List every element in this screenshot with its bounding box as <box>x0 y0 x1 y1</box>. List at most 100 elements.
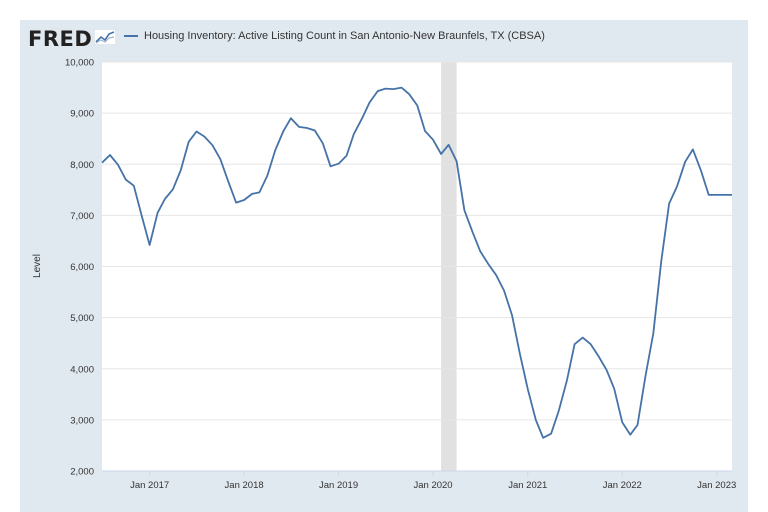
data-point[interactable] <box>344 153 349 158</box>
data-point[interactable] <box>486 261 491 266</box>
x-tick-label: Jan 2017 <box>130 480 169 491</box>
y-tick-label: 3,000 <box>70 415 94 426</box>
data-point[interactable] <box>399 85 404 90</box>
data-point[interactable] <box>265 173 270 178</box>
data-point[interactable] <box>178 168 183 173</box>
data-point[interactable] <box>202 134 207 139</box>
data-point[interactable] <box>108 153 113 158</box>
data-point[interactable] <box>604 367 609 372</box>
data-point[interactable] <box>714 192 719 197</box>
y-tick-label: 4,000 <box>70 364 94 375</box>
data-point[interactable] <box>123 177 128 182</box>
data-point[interactable] <box>620 420 625 425</box>
x-tick-label: Jan 2023 <box>697 480 736 491</box>
data-point[interactable] <box>336 161 341 166</box>
data-point[interactable] <box>667 201 672 206</box>
data-point[interactable] <box>675 184 680 189</box>
data-point[interactable] <box>100 160 105 165</box>
y-tick-label: 2,000 <box>70 467 94 478</box>
data-point[interactable] <box>328 164 333 169</box>
data-point[interactable] <box>234 200 239 205</box>
x-tick-label: Jan 2018 <box>225 480 264 491</box>
data-point[interactable] <box>218 157 223 162</box>
data-point[interactable] <box>683 159 688 164</box>
data-point[interactable] <box>407 92 412 97</box>
data-point[interactable] <box>643 373 648 378</box>
data-point[interactable] <box>612 386 617 391</box>
data-point[interactable] <box>186 139 191 144</box>
data-point[interactable] <box>454 159 459 164</box>
data-point[interactable] <box>391 87 396 92</box>
data-point[interactable] <box>210 143 215 148</box>
data-point[interactable] <box>564 378 569 383</box>
data-point[interactable] <box>423 129 428 134</box>
legend-label[interactable]: Housing Inventory: Active Listing Count … <box>144 30 545 42</box>
x-tick-label: Jan 2021 <box>508 480 547 491</box>
data-point[interactable] <box>635 423 640 428</box>
data-point[interactable] <box>116 162 121 167</box>
x-tick-label: Jan 2020 <box>414 480 453 491</box>
data-point[interactable] <box>250 191 255 196</box>
data-point[interactable] <box>525 387 530 392</box>
data-point[interactable] <box>351 132 356 137</box>
data-point[interactable] <box>155 210 160 215</box>
data-point[interactable] <box>273 148 278 153</box>
data-point[interactable] <box>549 431 554 436</box>
data-point[interactable] <box>297 124 302 129</box>
data-point[interactable] <box>470 229 475 234</box>
data-point[interactable] <box>580 335 585 340</box>
data-point[interactable] <box>706 192 711 197</box>
data-point[interactable] <box>517 351 522 356</box>
data-point[interactable] <box>730 192 735 197</box>
data-point[interactable] <box>462 208 467 213</box>
data-point[interactable] <box>415 103 420 108</box>
data-point[interactable] <box>628 432 633 437</box>
data-point[interactable] <box>359 116 364 121</box>
data-point[interactable] <box>281 129 286 134</box>
data-point[interactable] <box>533 417 538 422</box>
series-line[interactable] <box>101 86 732 439</box>
data-point[interactable] <box>147 243 152 248</box>
data-point[interactable] <box>131 183 136 188</box>
data-point[interactable] <box>305 126 310 131</box>
data-point[interactable] <box>698 168 703 173</box>
data-point[interactable] <box>572 342 577 347</box>
chart-header: FRED Housing Inventory: Active Listing C… <box>20 20 748 56</box>
data-point[interactable] <box>431 137 436 142</box>
data-point[interactable] <box>320 141 325 146</box>
data-point[interactable] <box>242 198 247 203</box>
y-tick-label: 7,000 <box>70 211 94 222</box>
data-point[interactable] <box>170 187 175 192</box>
data-point[interactable] <box>383 86 388 91</box>
data-point[interactable] <box>502 288 507 293</box>
data-point[interactable] <box>162 197 167 202</box>
y-tick-label: 9,000 <box>70 109 94 120</box>
data-point[interactable] <box>478 249 483 254</box>
fred-logo[interactable]: FRED <box>28 27 93 51</box>
data-point[interactable] <box>439 152 444 157</box>
data-point[interactable] <box>722 192 727 197</box>
data-point[interactable] <box>556 408 561 413</box>
data-point[interactable] <box>690 147 695 152</box>
data-point[interactable] <box>651 331 656 336</box>
data-point[interactable] <box>446 142 451 147</box>
data-point[interactable] <box>226 179 231 184</box>
data-point[interactable] <box>257 190 262 195</box>
data-point[interactable] <box>494 273 499 278</box>
y-tick-label: 8,000 <box>70 160 94 171</box>
y-axis-label: Level <box>32 254 43 278</box>
data-point[interactable] <box>588 342 593 347</box>
data-point[interactable] <box>510 313 515 318</box>
data-point[interactable] <box>541 435 546 440</box>
data-point[interactable] <box>288 116 293 121</box>
data-point[interactable] <box>312 128 317 133</box>
data-point[interactable] <box>659 258 664 263</box>
data-point[interactable] <box>375 89 380 94</box>
y-tick-label: 5,000 <box>70 313 94 324</box>
data-point[interactable] <box>596 354 601 359</box>
data-point[interactable] <box>367 100 372 105</box>
y-tick-label: 6,000 <box>70 262 94 273</box>
data-point[interactable] <box>139 213 144 218</box>
data-point[interactable] <box>194 129 199 134</box>
legend-swatch <box>124 35 138 37</box>
